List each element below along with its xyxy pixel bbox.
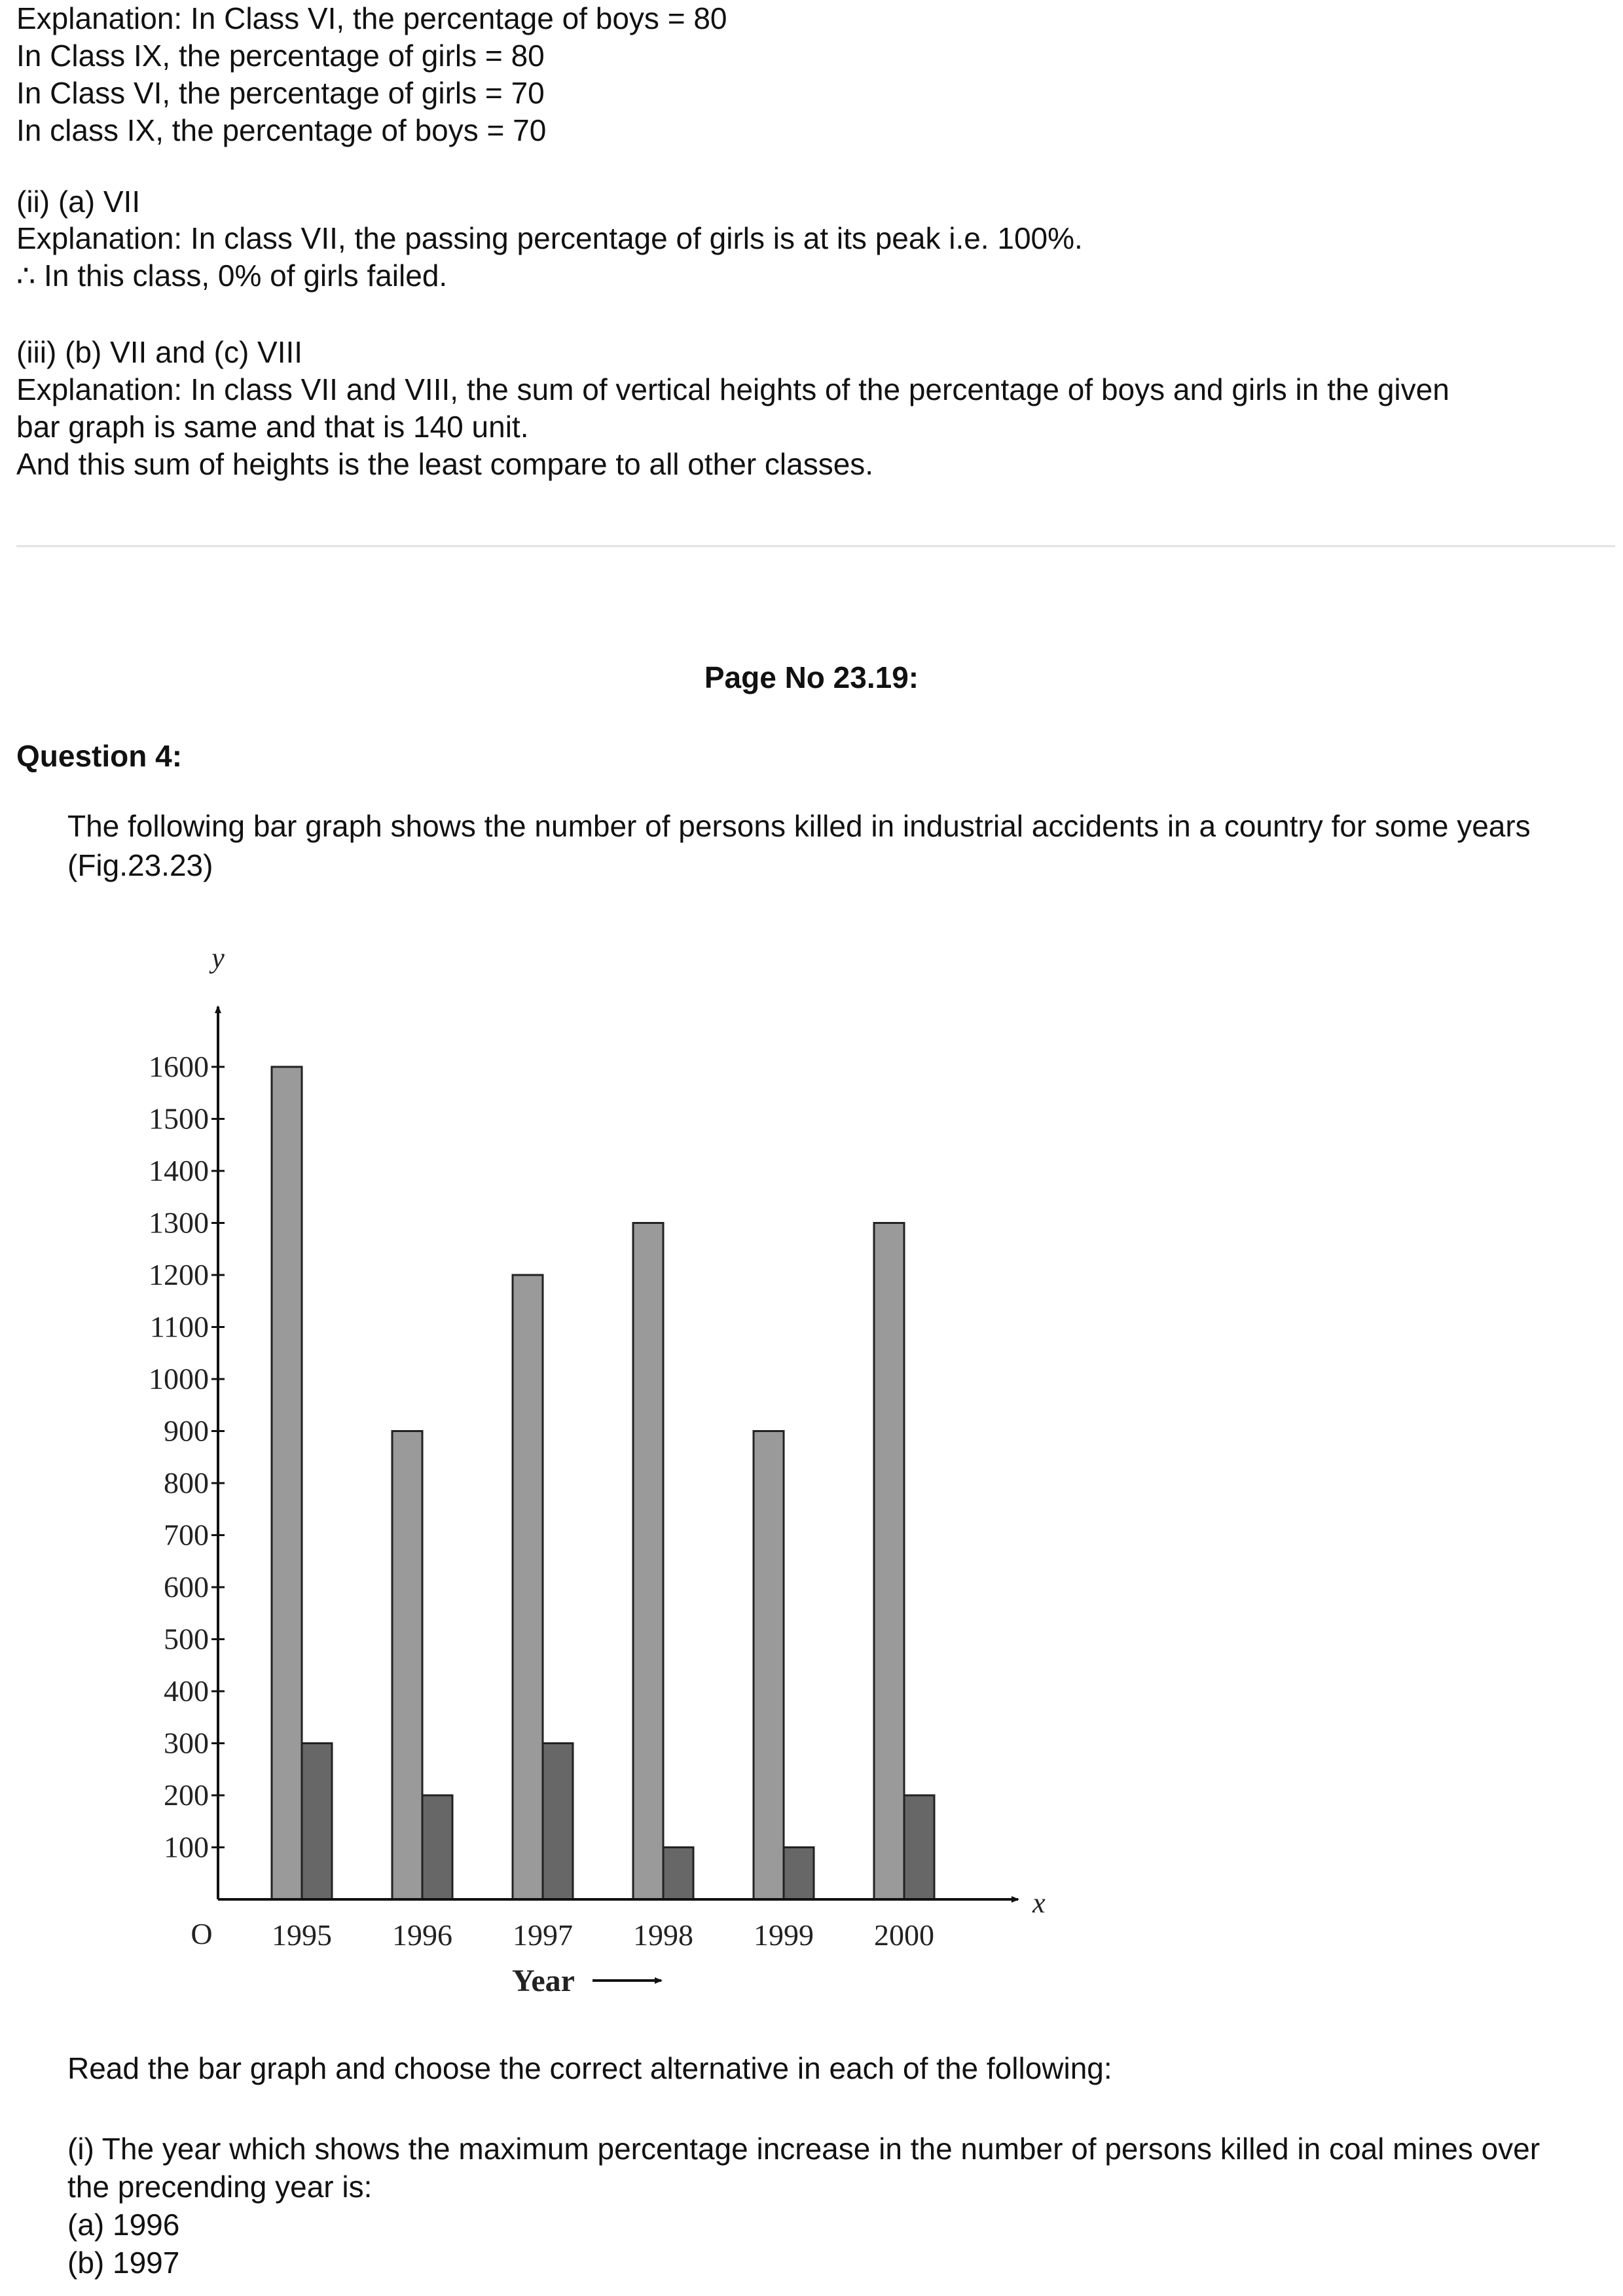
x-tick-label: 1998 [633,1918,693,1952]
bar-chart: 1995 1996 1997 1998 1999 2000 100 200 300 400 500 6… [149,942,1046,1996]
origin-label: O [191,1917,212,1950]
y-tick-label: 1000 [149,1362,209,1395]
y-axis-symbol: y [209,942,225,974]
x-tick-label: 2000 [874,1918,934,1952]
explanation-line: Explanation: In class VII and VIII, the … [16,372,1450,406]
x-tick-label: 1995 [272,1918,332,1952]
sub-question-line: the precending year is: [67,2170,373,2204]
bar [421,1794,454,1901]
explanation-line: In Class IX, the percentage of girls = 8… [16,39,545,73]
question-intro-line: The following bar graph shows the number… [67,809,1531,843]
answer-iii: (iii) (b) VII and (c) VIII [16,335,303,369]
sub-question-line: (i) The year which shows the maximum per… [67,2132,1541,2166]
option-b: (b) 1997 [67,2246,180,2280]
bar [752,1430,785,1901]
y-tick-label: 200 [164,1778,209,1812]
page-number-heading: Page No 23.19: [704,660,919,694]
x-axis-label: Year [512,1964,575,1996]
y-tick-label: 900 [164,1414,209,1448]
y-tick-label: 500 [164,1623,209,1656]
answer-ii: (ii) (a) VII [16,185,141,219]
y-tick-label: 1200 [149,1258,209,1291]
x-tick-label: 1999 [754,1918,814,1952]
option-a: (a) 1996 [67,2208,180,2242]
y-tick-label: 1600 [149,1050,209,1083]
y-tick-label: 1400 [149,1154,209,1187]
y-tick-label: 1100 [150,1310,209,1344]
bar [873,1222,905,1901]
y-tick-label: 1300 [149,1206,209,1240]
bar [782,1846,815,1901]
explanation-line: ∴ In this class, 0% of girls failed. [16,259,448,293]
explanation-line: And this sum of heights is the least com… [16,447,874,481]
instruction-text: Read the bar graph and choose the correc… [67,2051,1112,2085]
explanation-line: Explanation: In class VII, the passing p… [16,221,1083,255]
explanation-line: Explanation: In Class VI, the percentage… [16,1,727,35]
bar [301,1742,333,1901]
explanation-line: In Class VI, the percentage of girls = 7… [16,76,545,110]
explanation-line: bar graph is same and that is 140 unit. [16,410,529,444]
y-tick-label: 400 [164,1674,209,1708]
explanation-line: In class IX, the percentage of boys = 70 [16,113,547,147]
bar [270,1066,303,1901]
bar [903,1794,936,1901]
bar [662,1846,695,1901]
bar [391,1430,424,1901]
bar [511,1274,544,1901]
x-tick-label: 1996 [392,1918,452,1952]
y-tick-label: 700 [164,1518,209,1552]
x-axis-symbol: x [1032,1887,1046,1919]
y-tick-label: 300 [164,1727,209,1760]
question-heading: Question 4: [16,739,183,773]
y-tick-label: 1500 [149,1102,209,1136]
x-tick-label: 1997 [513,1918,573,1952]
y-tick-label: 100 [164,1831,209,1864]
y-tick-label: 800 [164,1466,209,1499]
section-divider [16,545,1615,547]
bar [541,1742,574,1901]
y-tick-label: 600 [164,1570,209,1604]
bar [632,1222,665,1901]
question-intro-line: (Fig.23.23) [67,848,213,882]
